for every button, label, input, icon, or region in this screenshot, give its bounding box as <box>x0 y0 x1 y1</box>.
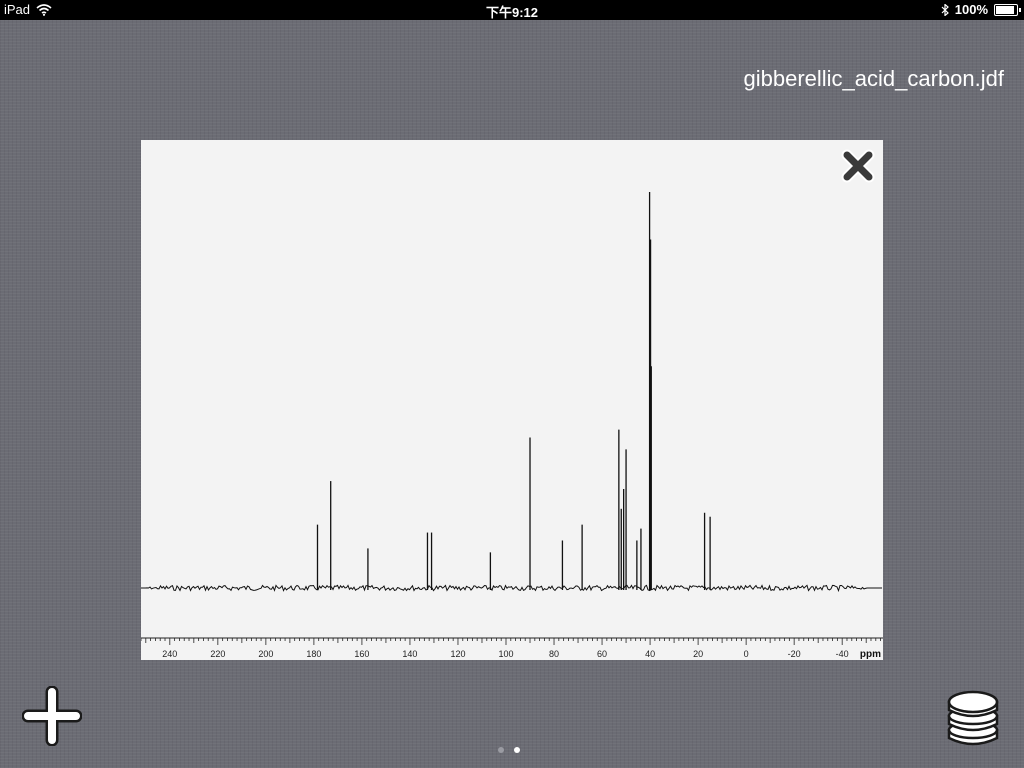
x-tick-label: 160 <box>354 649 369 659</box>
spectrum-baseline <box>141 584 882 593</box>
x-tick-label: 80 <box>549 649 559 659</box>
clock: 下午9:12 <box>485 5 539 20</box>
close-button[interactable] <box>836 144 880 188</box>
x-tick-label: 200 <box>258 649 273 659</box>
x-tick-label: 60 <box>597 649 607 659</box>
nmr-spectrum-chart: 240 220 200 180 160 140 120 100 80 60 40 20 0 -20 -40 p… <box>141 192 883 660</box>
x-tick-label: 20 <box>693 649 703 659</box>
database-icon <box>947 690 999 746</box>
bluetooth-icon <box>941 3 949 16</box>
x-tick-label: 140 <box>402 649 417 659</box>
page-dot[interactable] <box>498 747 504 753</box>
spectrum-view[interactable]: 240 220 200 180 160 140 120 100 80 60 40 20 0 -20 -40 p… <box>141 140 883 660</box>
x-tick-label: 220 <box>210 649 225 659</box>
x-tick-label: 0 <box>744 649 749 659</box>
x-tick-label: 180 <box>306 649 321 659</box>
wifi-icon <box>36 3 52 16</box>
page-indicator[interactable] <box>498 747 520 753</box>
page-dot[interactable] <box>514 747 520 753</box>
device-label: iPad <box>4 2 31 17</box>
x-axis-label: ppm <box>860 649 881 660</box>
database-button[interactable] <box>946 686 1000 748</box>
file-title: gibberellic_acid_carbon.jdf <box>743 66 1005 91</box>
x-tick-label: 40 <box>645 649 655 659</box>
add-button[interactable] <box>21 685 83 747</box>
x-tick-label: 120 <box>450 649 465 659</box>
app-screen: gibberellic_acid_carbon.jdf 240 220 200 180… <box>0 20 1024 768</box>
close-icon <box>841 149 875 183</box>
battery-icon <box>994 3 1021 16</box>
status-bar: iPad 下午9:12 100% <box>0 0 1024 20</box>
plus-icon <box>21 685 83 747</box>
battery-percent: 100% <box>954 2 988 17</box>
x-tick-label: 240 <box>162 649 177 659</box>
x-tick-label: -40 <box>836 649 849 659</box>
x-tick-label: -20 <box>788 649 801 659</box>
x-tick-label: 100 <box>498 649 513 659</box>
